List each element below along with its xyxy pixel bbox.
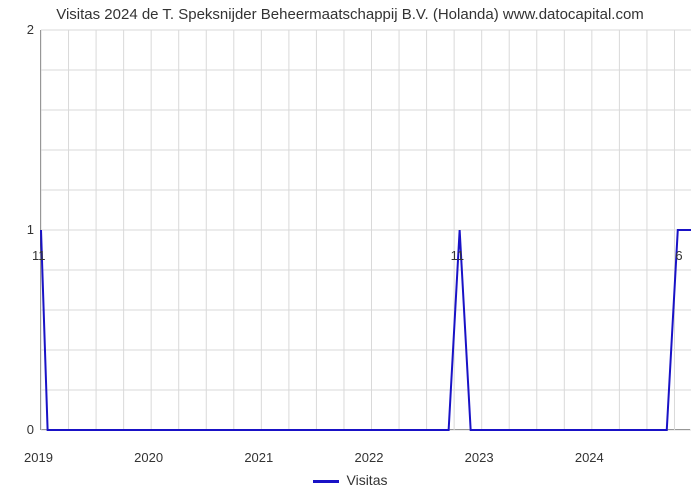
y-tick-label: 2 bbox=[27, 22, 34, 37]
plot-svg bbox=[41, 30, 691, 430]
legend-label: Visitas bbox=[347, 472, 388, 488]
legend-swatch bbox=[313, 480, 339, 483]
x-tick-label: 2020 bbox=[134, 450, 163, 465]
x-tick-label: 2019 bbox=[24, 450, 53, 465]
gridlines bbox=[41, 30, 691, 430]
y-tick-label: 1 bbox=[27, 222, 34, 237]
plot-area bbox=[40, 30, 690, 430]
data-point-label: 11 bbox=[451, 248, 465, 263]
data-point-label: 6 bbox=[675, 248, 682, 263]
series-group bbox=[41, 230, 691, 430]
x-tick-label: 2023 bbox=[465, 450, 494, 465]
x-tick-label: 2024 bbox=[575, 450, 604, 465]
x-tick-label: 2022 bbox=[355, 450, 384, 465]
data-point-label: 11 bbox=[32, 248, 46, 263]
legend: Visitas bbox=[0, 472, 700, 488]
series-line bbox=[41, 230, 691, 430]
x-tick-label: 2021 bbox=[244, 450, 273, 465]
y-tick-label: 0 bbox=[27, 422, 34, 437]
chart-title: Visitas 2024 de T. Speksnijder Beheermaa… bbox=[0, 6, 700, 23]
